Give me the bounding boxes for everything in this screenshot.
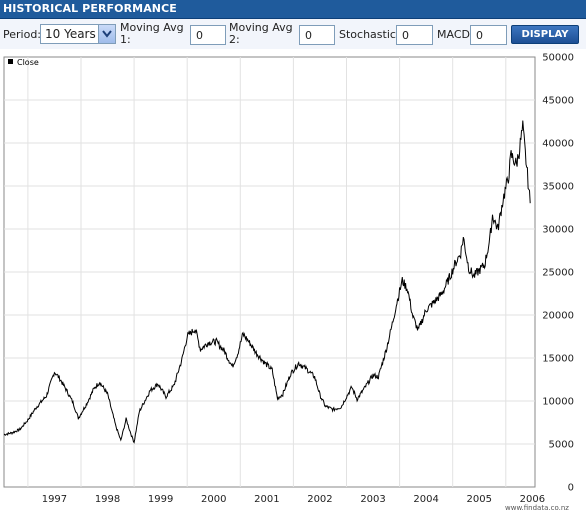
x-tick-label: 2006: [520, 494, 545, 505]
x-tick-label: 1997: [42, 494, 67, 505]
y-tick-label: 15000: [542, 354, 574, 365]
legend-close: Close: [17, 58, 39, 67]
x-tick-label: 1999: [148, 494, 173, 505]
y-tick-label: 30000: [542, 225, 574, 236]
y-tick-label: 45000: [542, 96, 574, 107]
y-tick-label: 25000: [542, 268, 574, 279]
y-tick-label: 20000: [542, 311, 574, 322]
y-tick-label: 40000: [542, 139, 574, 150]
ma2-label-line2: 2:: [229, 33, 240, 46]
ma1-label-line2: 1:: [120, 33, 131, 46]
grid-lines: [4, 57, 535, 487]
stochastic-input[interactable]: 0: [396, 25, 433, 45]
stochastic-label: Stochastic:: [339, 28, 400, 41]
x-axis-ticks: 1997 1998 1999 2000 2001 2002 2003 2004 2005 2006: [42, 494, 545, 505]
x-tick-label: 2005: [467, 494, 492, 505]
y-tick-label: 5000: [549, 440, 574, 451]
x-tick-label: 2004: [413, 494, 438, 505]
y-axis-ticks: 0 5000 10000 15000 20000 25000 30000 35000 40000…: [542, 53, 574, 494]
period-select[interactable]: 10 Years: [40, 24, 116, 44]
legend-swatch: [8, 59, 13, 64]
ma2-label-line1: Moving Avg: [229, 21, 293, 34]
y-tick-label: 50000: [542, 53, 574, 64]
x-tick-label: 2000: [201, 494, 226, 505]
y-tick-label: 10000: [542, 397, 574, 408]
ma2-label: Moving Avg 2:: [229, 22, 293, 46]
ma1-input[interactable]: 0: [190, 25, 226, 45]
macd-label: MACD: [437, 28, 470, 41]
ma2-input[interactable]: 0: [299, 25, 335, 45]
period-value: 10 Years: [45, 27, 96, 41]
x-tick-label: 1998: [95, 494, 120, 505]
period-label: Period:: [3, 28, 42, 41]
chart-area: 0 5000 10000 15000 20000 25000 30000 35000 40000…: [0, 50, 586, 513]
chevron-down-icon[interactable]: [98, 25, 115, 43]
ma1-label-line1: Moving Avg: [120, 21, 184, 34]
y-tick-label: 0: [568, 483, 574, 494]
x-tick-label: 2003: [360, 494, 385, 505]
close-series-line: [3, 120, 531, 444]
title-bar: HISTORICAL PERFORMANCE: [0, 0, 586, 19]
x-tick-label: 2001: [254, 494, 279, 505]
ma1-label: Moving Avg 1:: [120, 22, 184, 46]
page-title: HISTORICAL PERFORMANCE: [3, 2, 177, 15]
price-chart: 0 5000 10000 15000 20000 25000 30000 35000 40000…: [3, 53, 574, 512]
macd-input[interactable]: 0: [470, 25, 507, 45]
watermark: www.findata.co.nz: [505, 504, 569, 512]
y-tick-label: 35000: [542, 182, 574, 193]
x-tick-label: 2002: [307, 494, 332, 505]
display-button[interactable]: DISPLAY: [511, 25, 579, 44]
